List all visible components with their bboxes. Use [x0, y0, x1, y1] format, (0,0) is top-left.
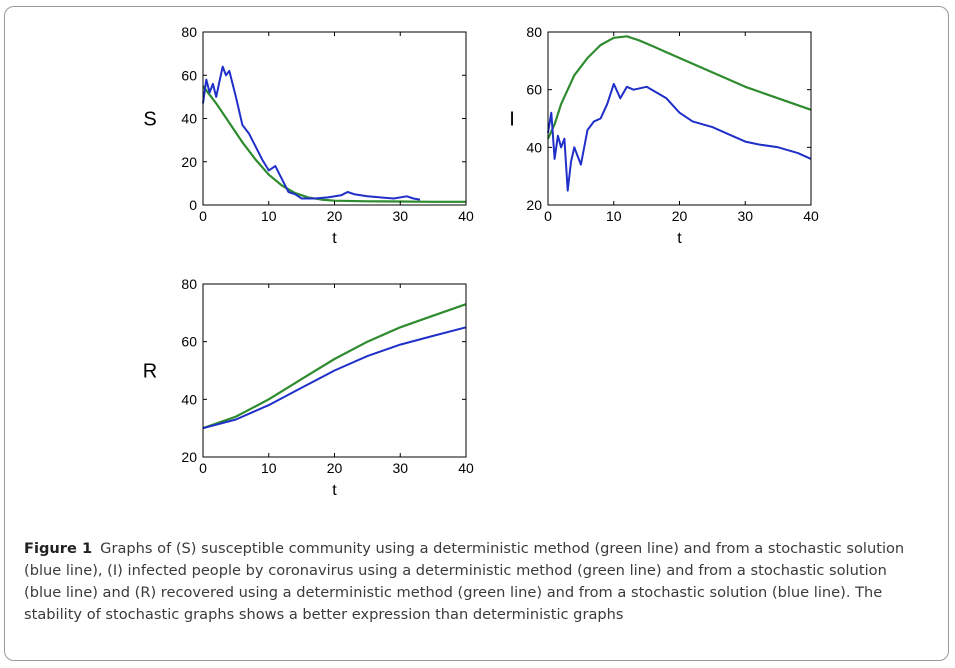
y-axis-label: R [143, 361, 157, 383]
x-tick-label: 30 [392, 208, 408, 224]
y-tick-label: 60 [181, 67, 197, 83]
plot-panel-R: 0 10 20 30 40 20 40 60 80 t R [143, 276, 474, 499]
y-tick-label: 20 [181, 154, 197, 170]
y-tick-label: 80 [181, 24, 197, 40]
x-tick-label: 20 [327, 208, 343, 224]
x-tick-label: 0 [544, 208, 552, 224]
figure-caption: Figure 1 Graphs of (S) susceptible commun… [24, 538, 924, 626]
series-line-deterministic [202, 303, 467, 430]
series-line-deterministic [547, 35, 812, 140]
x-axis-label: t [332, 230, 337, 247]
x-tick-label: 20 [672, 208, 688, 224]
y-axis-label: S [143, 109, 156, 131]
plot-panel-S: 0 10 20 30 40 0 20 40 60 80 t S [143, 24, 474, 247]
x-axis-label: t [677, 230, 682, 247]
y-tick-label: 40 [526, 139, 542, 155]
x-tick-label: 20 [327, 460, 343, 476]
y-tick-label: 60 [181, 334, 197, 350]
plot-panel-I: 0 10 20 30 40 20 40 60 80 t I [509, 24, 819, 247]
axes-box [202, 31, 467, 206]
y-tick-label: 60 [526, 82, 542, 98]
caption-text: Graphs of (S) susceptible community usin… [24, 540, 905, 623]
y-tick-label: 40 [181, 111, 197, 127]
x-tick-label: 10 [606, 208, 622, 224]
x-tick-label: 10 [261, 460, 277, 476]
x-tick-label: 10 [261, 208, 277, 224]
y-axis-label: I [509, 109, 515, 131]
figure-frame [4, 6, 949, 661]
x-axis-label: t [332, 482, 337, 499]
y-tick-label: 20 [181, 449, 197, 465]
x-tick-label: 40 [458, 208, 474, 224]
series-line-stochastic [202, 65, 421, 201]
x-tick-label: 0 [199, 460, 207, 476]
y-tick-label: 0 [189, 197, 197, 213]
x-tick-label: 40 [458, 460, 474, 476]
x-tick-label: 30 [737, 208, 753, 224]
series-line-stochastic [547, 82, 812, 192]
y-tick-label: 80 [526, 24, 542, 40]
series-line-deterministic [202, 85, 466, 203]
y-tick-label: 20 [526, 197, 542, 213]
x-tick-label: 30 [392, 460, 408, 476]
y-tick-label: 40 [181, 391, 197, 407]
x-tick-label: 0 [199, 208, 207, 224]
series-line-stochastic [202, 326, 467, 430]
x-tick-label: 40 [803, 208, 819, 224]
y-tick-label: 80 [181, 276, 197, 292]
caption-label: Figure 1 [24, 540, 93, 557]
